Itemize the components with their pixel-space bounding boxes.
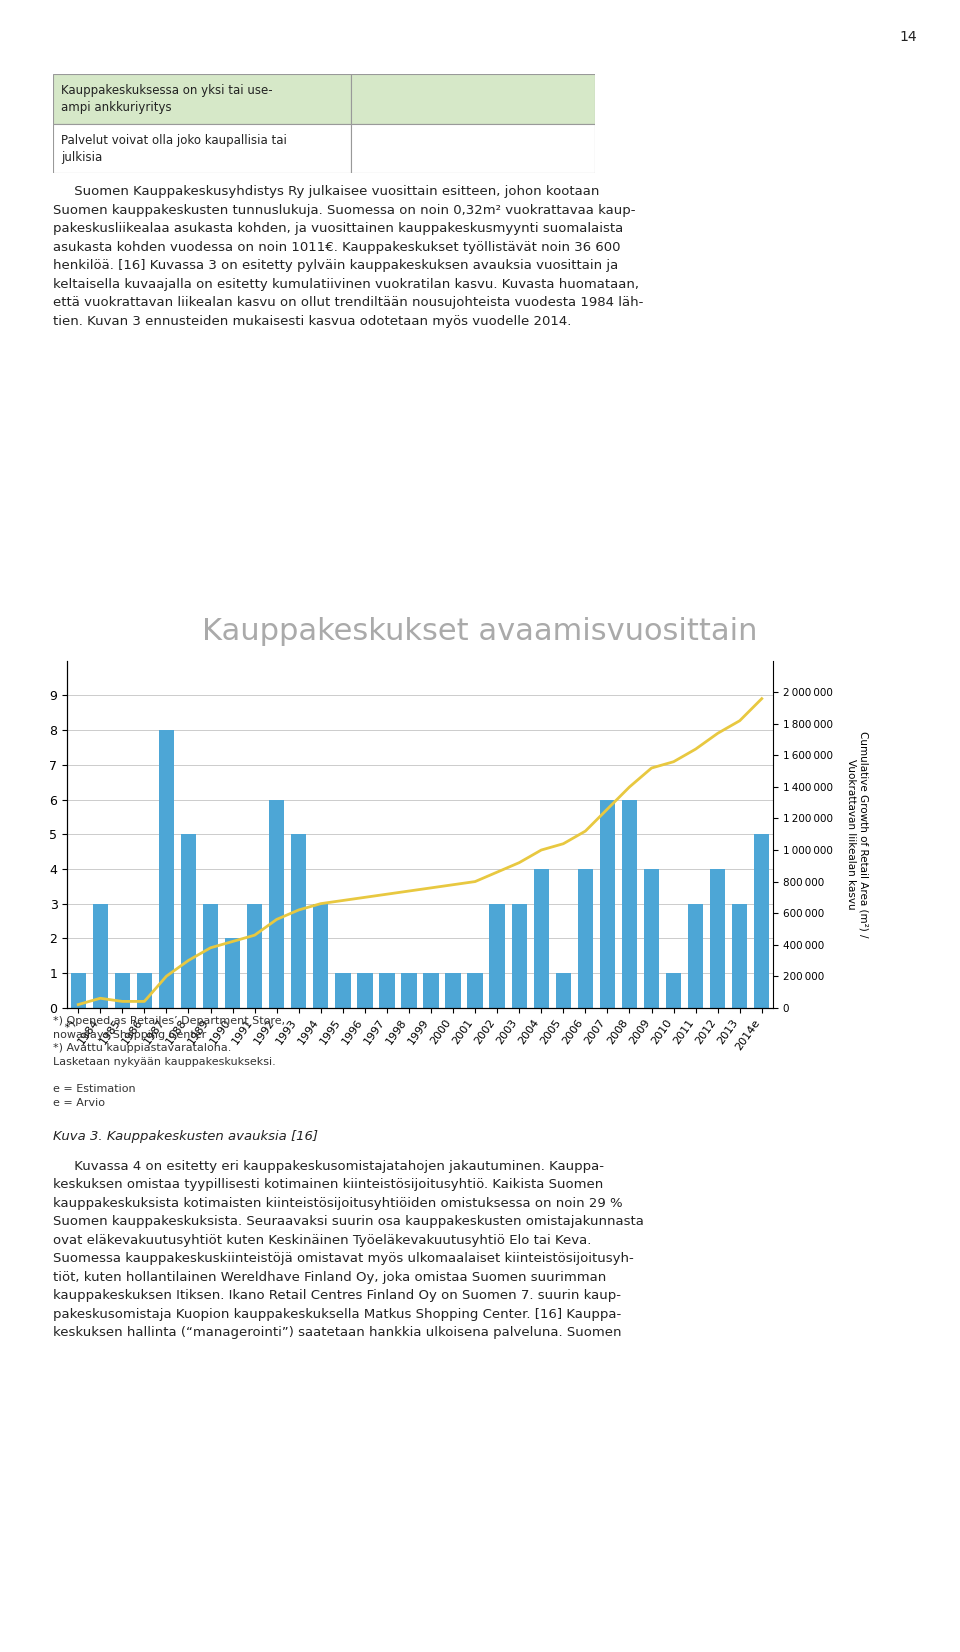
Bar [688, 904, 704, 1008]
Bar [490, 904, 505, 1008]
Bar [351, 74, 595, 124]
Bar [534, 869, 549, 1008]
Bar [158, 730, 174, 1008]
Bar [512, 904, 527, 1008]
Bar [622, 800, 637, 1008]
Bar [468, 973, 483, 1008]
Bar [225, 938, 240, 1008]
Bar [269, 800, 284, 1008]
Bar [247, 904, 262, 1008]
Bar [710, 869, 726, 1008]
Bar [379, 973, 395, 1008]
Bar [291, 834, 306, 1008]
Text: Kuva 3. Kauppakeskusten avauksia [16]: Kuva 3. Kauppakeskusten avauksia [16] [53, 1130, 318, 1143]
Bar [92, 904, 108, 1008]
Bar [754, 834, 770, 1008]
Bar [644, 869, 660, 1008]
Bar [53, 124, 351, 173]
Text: Kauppakeskuksessa on yksi tai use-
ampi ankkuriyritys: Kauppakeskuksessa on yksi tai use- ampi … [60, 84, 273, 114]
Bar [666, 973, 682, 1008]
Bar [401, 973, 417, 1008]
Bar [70, 973, 86, 1008]
Text: *) Opened as Retailes’ Department Store,
nowadays Shopping Center
*) Avattu kaup: *) Opened as Retailes’ Department Store,… [53, 1016, 285, 1107]
Bar [335, 973, 350, 1008]
Bar [114, 973, 130, 1008]
Bar [556, 973, 571, 1008]
Bar [53, 74, 351, 124]
Bar [351, 124, 595, 173]
Bar [578, 869, 593, 1008]
Bar [732, 904, 748, 1008]
Bar [313, 904, 328, 1008]
Bar [423, 973, 439, 1008]
Text: Suomen Kauppakeskusyhdistys Ry julkaisee vuosittain esitteen, johon kootaan
Suom: Suomen Kauppakeskusyhdistys Ry julkaisee… [53, 185, 643, 327]
Y-axis label: Cumulative Growth of Retail Area (m²) /
Vuokrattavan liikealan kasvu: Cumulative Growth of Retail Area (m²) / … [847, 730, 868, 937]
Bar [203, 904, 218, 1008]
Text: Palvelut voivat olla joko kaupallisia tai
julkisia: Palvelut voivat olla joko kaupallisia ta… [60, 134, 287, 164]
Bar [357, 973, 372, 1008]
Text: Kauppakeskukset avaamisvuosittain: Kauppakeskukset avaamisvuosittain [203, 616, 757, 646]
Text: Kuvassa 4 on esitetty eri kauppakeskusomistajatahojen jakautuminen. Kauppa-
kesk: Kuvassa 4 on esitetty eri kauppakeskusom… [53, 1160, 643, 1340]
Bar [600, 800, 615, 1008]
Text: 14: 14 [900, 30, 917, 43]
Bar [180, 834, 196, 1008]
Bar [136, 973, 152, 1008]
Bar [445, 973, 461, 1008]
